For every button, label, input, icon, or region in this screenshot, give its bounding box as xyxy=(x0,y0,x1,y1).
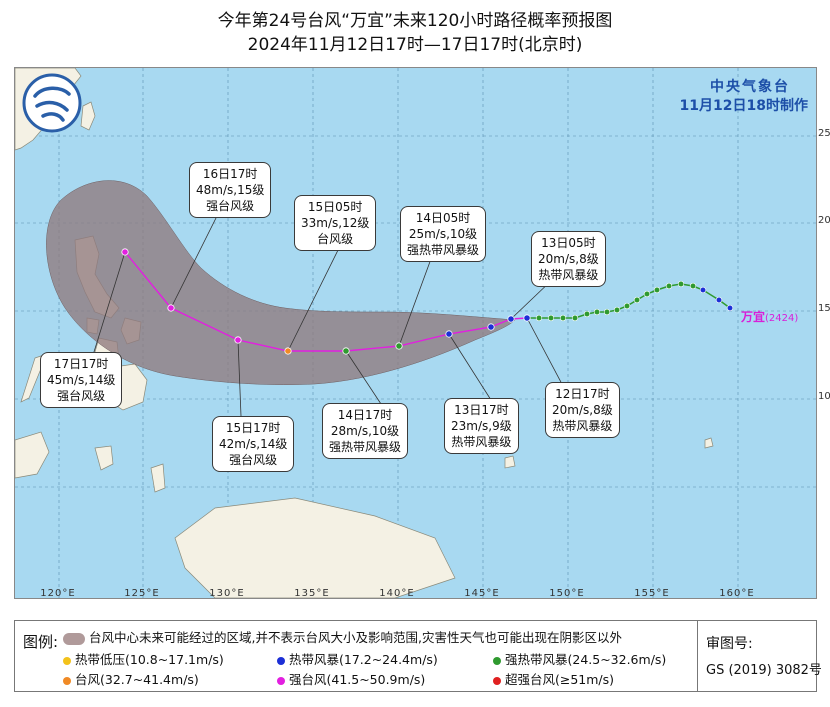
forecast-box-15d17[interactable]: 15日17时 42m/s,14级 强台风级 xyxy=(212,416,295,472)
storm-name-label: 万宜(2424) xyxy=(741,308,798,325)
past-track-point xyxy=(653,286,661,294)
lon-label-125: 125°E xyxy=(124,588,160,599)
forecast-box-12d17[interactable]: 12日17时 20m/s,8级 热带风暴级 xyxy=(545,382,620,438)
forecast-track-line xyxy=(124,251,528,352)
past-track-point xyxy=(623,302,631,310)
past-track-point xyxy=(603,308,611,316)
lat-label-25: 25°N xyxy=(818,128,830,139)
forecast-track-points xyxy=(121,248,531,355)
legend: 图例: 台风中心未来可能经过的区域,并不表示台风大小及影响范围,灾害性天气也可能… xyxy=(14,620,822,692)
legend-superty: 超强台风(≥51m/s) xyxy=(493,669,614,688)
forecast-track-point xyxy=(121,248,129,256)
chart-title: 今年第24号台风“万宜”未来120小时路径概率预报图 xyxy=(217,11,613,31)
lon-label-120: 120°E xyxy=(40,588,76,599)
cone-swatch xyxy=(63,632,85,645)
forecast-track-point xyxy=(167,304,175,312)
past-track-point xyxy=(613,306,621,314)
past-track-point xyxy=(715,296,723,304)
past-track-point xyxy=(593,308,601,316)
legend-td: 热带低压(10.8~17.1m/s) xyxy=(63,649,224,668)
chart-subtitle: 2024年11月12日17时—17日17时(北京时) xyxy=(247,35,583,55)
past-track-line xyxy=(527,283,731,319)
approval-box: 审图号: GS (2019) 3082号 xyxy=(697,621,822,691)
probability-cone xyxy=(46,180,516,385)
forecast-track-point xyxy=(342,347,350,355)
forecast-track-point xyxy=(395,342,403,350)
forecast-box-14d05[interactable]: 14日05时 25m/s,10级 强热带风暴级 xyxy=(400,206,487,262)
past-track-point xyxy=(571,314,579,322)
forecast-box-13d17[interactable]: 13日17时 23m/s,9级 热带风暴级 xyxy=(444,398,519,454)
past-track-point xyxy=(689,282,697,290)
legend-ty: 台风(32.7~41.4m/s) xyxy=(63,669,199,688)
taiwan xyxy=(80,101,96,131)
map-panel[interactable] xyxy=(14,67,817,599)
forecast-track-point xyxy=(523,314,531,322)
forecast-track-point xyxy=(445,330,453,338)
ts-dot-icon xyxy=(277,656,285,665)
forecast-track-point xyxy=(234,336,242,344)
issue-time: 11月12日18时制作 xyxy=(679,98,808,114)
past-track-point xyxy=(633,296,641,304)
lat-label-20: 20°N xyxy=(818,215,830,226)
forecast-track-point xyxy=(284,347,292,355)
past-track-point xyxy=(535,314,543,322)
lon-label-140: 140°E xyxy=(379,588,415,599)
lon-label-150: 150°E xyxy=(549,588,585,599)
past-track-point xyxy=(665,282,673,290)
storm-name: 万宜 xyxy=(741,310,766,324)
lat-label-10: 10°N xyxy=(818,391,830,402)
past-track-point xyxy=(726,304,734,312)
lon-label-135: 135°E xyxy=(294,588,330,599)
issuing-agency: 中央气象台 xyxy=(710,79,790,95)
legend-ts: 热带风暴(17.2~24.4m/s) xyxy=(277,649,438,668)
forecast-track-point xyxy=(487,323,495,331)
past-track-point xyxy=(643,290,651,298)
td-dot-icon xyxy=(63,656,71,665)
sulawesi-tip xyxy=(94,445,114,471)
approval-label: 审图号: xyxy=(706,636,753,652)
forecast-track-point xyxy=(507,315,515,323)
island-small-2 xyxy=(704,437,714,449)
past-track-point xyxy=(559,314,567,322)
past-track-points xyxy=(535,280,734,322)
past-track-point xyxy=(583,310,591,318)
lon-label-130: 130°E xyxy=(209,588,245,599)
lon-label-160: 160°E xyxy=(719,588,755,599)
sts-dot-icon xyxy=(493,656,501,665)
forecast-box-15d05[interactable]: 15日05时 33m/s,12级 台风级 xyxy=(294,195,377,251)
approval-number: GS (2019) 3082号 xyxy=(706,663,822,678)
cma-logo xyxy=(22,73,82,133)
legend-sts: 强热带风暴(24.5~32.6m/s) xyxy=(493,649,666,668)
storm-code: (2424) xyxy=(765,313,799,324)
borneo-tip xyxy=(15,431,50,479)
past-track-point xyxy=(699,286,707,294)
new-guinea xyxy=(174,497,456,598)
past-track-point xyxy=(547,314,555,322)
lon-label-145: 145°E xyxy=(464,588,500,599)
past-track-point xyxy=(677,280,685,288)
forecast-box-14d17[interactable]: 14日17时 28m/s,10级 强热带风暴级 xyxy=(322,403,409,459)
legend-sty: 强台风(41.5~50.9m/s) xyxy=(277,669,425,688)
legend-title: 图例: xyxy=(23,633,59,651)
forecast-box-16d17[interactable]: 16日17时 48m/s,15级 强台风级 xyxy=(189,162,272,218)
forecast-box-17d17[interactable]: 17日17时 45m/s,14级 强台风级 xyxy=(40,352,123,408)
lat-label-15: 15°N xyxy=(818,303,830,314)
halmahera xyxy=(150,463,166,493)
sty-dot-icon xyxy=(277,676,285,685)
ty-dot-icon xyxy=(63,676,71,685)
superty-dot-icon xyxy=(493,676,501,685)
legend-cone-entry: 台风中心未来可能经过的区域,并不表示台风大小及影响范围,灾害性天气也可能出现在阴… xyxy=(63,627,622,646)
forecast-box-13d05[interactable]: 13日05时 20m/s,8级 热带风暴级 xyxy=(531,231,606,287)
island-small-1 xyxy=(504,455,516,469)
lon-label-155: 155°E xyxy=(634,588,670,599)
map-canvas xyxy=(15,68,816,598)
